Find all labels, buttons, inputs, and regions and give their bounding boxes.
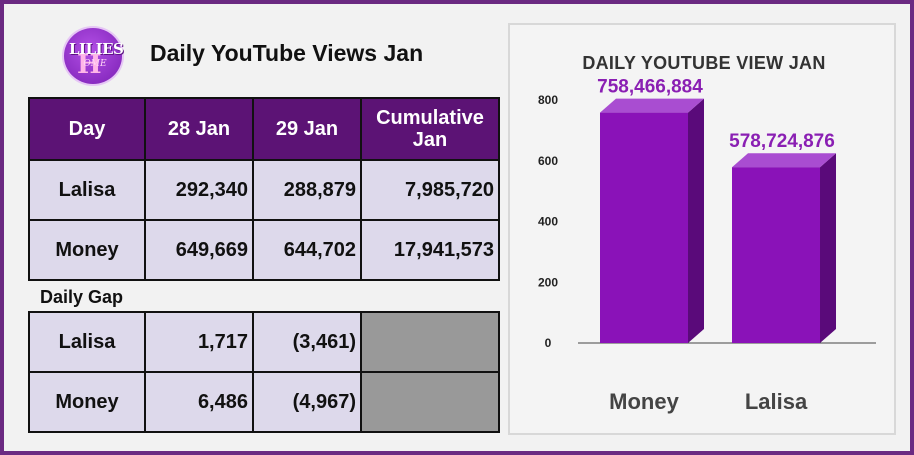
row-cumulative: 17,941,573	[360, 219, 500, 281]
gap-row-blank-cell	[360, 311, 500, 373]
logo-text-bottom: OME	[83, 59, 107, 69]
y-tick-label: 400	[538, 215, 558, 229]
bar-top	[732, 153, 836, 168]
gap-row-29-jan: (3,461)	[252, 311, 362, 373]
header-29-jan: 29 Jan	[252, 97, 362, 161]
data-label: 578,724,876	[729, 131, 835, 152]
y-tick-label: 800	[538, 93, 558, 107]
bar	[600, 112, 688, 343]
lilies-home-logo: LILIES H OME	[62, 26, 124, 86]
page-title: Daily YouTube Views Jan	[150, 40, 424, 66]
gap-row-day: Money	[28, 371, 146, 433]
bar-side	[820, 153, 836, 343]
views-table: Day 28 Jan 29 Jan Cumulative Jan Lalisa …	[28, 97, 500, 281]
x-tick-label: Lalisa	[745, 389, 808, 414]
x-tick-label: Money	[609, 389, 679, 414]
daily-gap-table: Lalisa 1,717 (3,461) Money 6,486 (4,967)	[28, 311, 500, 433]
row-day: Money	[28, 219, 146, 281]
gap-row-blank-cell	[360, 371, 500, 433]
row-29-jan: 644,702	[252, 219, 362, 281]
table-row: Lalisa 1,717 (3,461)	[28, 311, 500, 373]
header-cumulative: Cumulative Jan	[360, 97, 500, 161]
table-row: Lalisa 292,340 288,879 7,985,720	[28, 159, 500, 221]
row-28-jan: 649,669	[144, 219, 254, 281]
table-row: Money 649,669 644,702 17,941,573	[28, 219, 500, 281]
logo-letter: H	[77, 50, 102, 80]
y-tick-label: 600	[538, 154, 558, 168]
row-28-jan: 292,340	[144, 159, 254, 221]
gap-row-day: Lalisa	[28, 311, 146, 373]
y-tick-label: 200	[538, 275, 558, 289]
header-28-jan: 28 Jan	[144, 97, 254, 161]
header-day: Day	[28, 97, 146, 161]
row-29-jan: 288,879	[252, 159, 362, 221]
gap-row-29-jan: (4,967)	[252, 371, 362, 433]
bar-chart: 0 200 400 600 800 758,466,884 Money 578,724,876…	[538, 77, 876, 414]
bar-side	[688, 98, 704, 343]
daily-gap-label: Daily Gap	[40, 287, 124, 307]
data-label: 758,466,884	[597, 77, 703, 98]
logo-text-top: LILIES	[69, 40, 124, 58]
table-row: Money 6,486 (4,967)	[28, 371, 500, 433]
bar	[732, 167, 820, 343]
row-day: Lalisa	[28, 159, 146, 221]
table-header-row: Day 28 Jan 29 Jan Cumulative Jan	[28, 97, 500, 161]
y-tick-label: 0	[545, 336, 552, 350]
row-cumulative: 7,985,720	[360, 159, 500, 221]
chart-panel: DAILY YOUTUBE VIEW JAN 0 200 400 600 800 758,…	[508, 23, 896, 435]
gap-row-28-jan: 6,486	[144, 371, 254, 433]
gap-row-28-jan: 1,717	[144, 311, 254, 373]
chart-title: DAILY YOUTUBE VIEW JAN	[582, 53, 826, 73]
bar-top	[600, 98, 704, 113]
